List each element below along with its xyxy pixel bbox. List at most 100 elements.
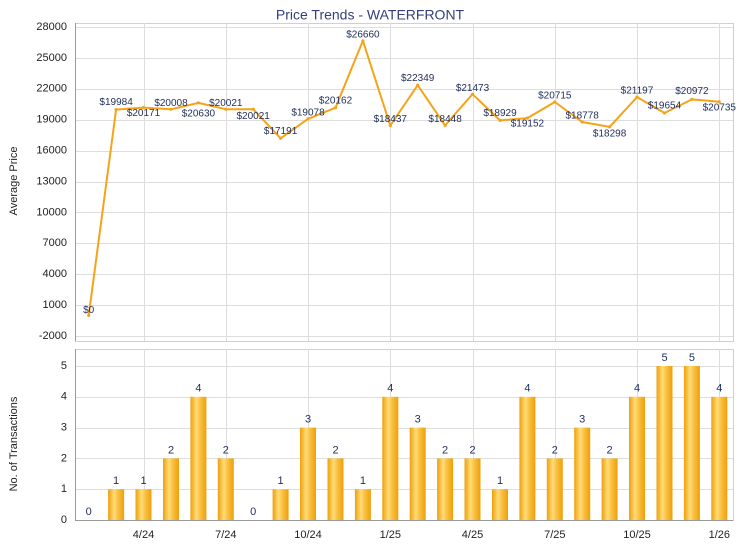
price-point — [580, 120, 584, 124]
price-data-label: $18298 — [593, 129, 627, 140]
price-tick-label: 25000 — [36, 52, 67, 64]
transaction-bar — [683, 366, 700, 520]
price-tick-label: 19000 — [36, 114, 67, 126]
bar-value-label: 4 — [716, 383, 722, 395]
price-data-label: $22349 — [401, 73, 435, 84]
transaction-bar — [519, 396, 536, 520]
transaction-bar — [300, 427, 316, 520]
bar-value-label: 1 — [278, 475, 284, 487]
transactions-axis-title: No. of Transactions — [8, 396, 20, 491]
bar-value-label: 2 — [168, 444, 174, 456]
bar-value-label: 2 — [552, 444, 558, 456]
transactions-tick-label: 2 — [61, 452, 67, 464]
price-data-label: $18448 — [428, 114, 462, 125]
bar-value-label: 4 — [195, 383, 201, 395]
bar-value-label: 2 — [223, 444, 229, 456]
price-data-label: $20735 — [703, 102, 737, 113]
price-data-label: $17191 — [264, 126, 298, 137]
price-data-label: $20021 — [237, 111, 271, 122]
price-tick-label: 22000 — [36, 83, 67, 95]
transaction-bar — [327, 458, 344, 520]
bar-value-label: 2 — [607, 444, 613, 456]
bar-value-label: 0 — [86, 506, 92, 518]
transaction-bar — [437, 458, 454, 520]
price-tick-label: 28000 — [36, 21, 67, 33]
transactions-tick-label: 0 — [61, 514, 67, 526]
transaction-bar — [629, 396, 645, 520]
transaction-bar — [546, 458, 563, 520]
price-data-label: $18437 — [374, 114, 408, 125]
transaction-bar — [409, 427, 426, 520]
transaction-bar — [464, 458, 481, 520]
price-point — [333, 106, 338, 110]
price-data-label: $19078 — [291, 108, 325, 119]
price-point — [416, 83, 420, 87]
price-axis-title: Average Price — [8, 147, 20, 216]
x-tick-label: 1/26 — [709, 529, 730, 541]
transactions-tick-label: 5 — [61, 360, 67, 372]
transactions-plot-area — [75, 349, 734, 521]
price-point — [525, 116, 530, 120]
price-tick-label: -2000 — [39, 330, 67, 342]
bar-value-label: 4 — [634, 383, 640, 395]
price-point — [498, 118, 502, 122]
bar-value-label: 1 — [360, 475, 366, 487]
transaction-bar — [190, 396, 207, 520]
transaction-bar — [135, 489, 152, 520]
transactions-tick-label: 1 — [61, 483, 67, 495]
price-point — [635, 95, 639, 99]
price-data-label: $18778 — [566, 111, 600, 122]
bar-value-label: 5 — [661, 352, 667, 364]
price-series-line — [87, 39, 720, 316]
price-point — [141, 106, 146, 110]
price-point — [279, 136, 283, 140]
price-point — [87, 313, 91, 317]
price-tick-label: 4000 — [43, 268, 67, 280]
transaction-bar — [711, 396, 728, 520]
price-point — [251, 107, 255, 111]
price-point — [553, 100, 557, 104]
price-panel: 28000 25000 22000 19000 16000 13000 10000 7000 4… — [36, 21, 736, 342]
price-data-label: $26660 — [346, 29, 380, 40]
price-tick-label: 1000 — [43, 299, 67, 311]
price-data-label: $20630 — [182, 109, 216, 120]
bar-value-label: 1 — [140, 475, 146, 487]
price-tick-label: 7000 — [43, 237, 67, 249]
price-data-label: $20008 — [154, 98, 188, 109]
price-data-label: $18929 — [483, 108, 517, 119]
price-data-label: $0 — [83, 305, 95, 316]
transaction-bar — [163, 458, 179, 520]
x-tick-label: 1/25 — [380, 529, 401, 541]
bar-value-label: 5 — [689, 352, 695, 364]
transaction-bar — [656, 366, 673, 520]
price-data-label: $20171 — [127, 108, 161, 119]
price-point — [470, 92, 475, 96]
price-point — [196, 101, 200, 105]
bar-value-label: 3 — [579, 414, 585, 426]
bar-value-label: 4 — [524, 383, 530, 395]
price-data-label: $21473 — [456, 83, 490, 94]
bar-value-label: 2 — [332, 444, 338, 456]
transaction-bar — [574, 427, 591, 520]
price-data-label: $20162 — [319, 95, 353, 106]
bar-value-label: 3 — [415, 414, 421, 426]
price-point — [114, 108, 118, 112]
price-point — [388, 123, 392, 128]
x-tick-label: 10/25 — [623, 529, 651, 541]
bar-value-label: 2 — [442, 444, 448, 456]
transaction-bar — [492, 489, 508, 520]
price-data-label: $19152 — [511, 119, 545, 130]
bar-value-label: 0 — [250, 506, 256, 518]
price-tick-label: 10000 — [36, 206, 67, 218]
price-data-label: $19984 — [99, 97, 133, 108]
transactions-tick-label: 4 — [61, 391, 67, 403]
price-data-label: $19654 — [648, 101, 682, 112]
bar-value-label: 3 — [305, 414, 311, 426]
transaction-bar — [354, 489, 371, 520]
transaction-bar — [272, 489, 289, 520]
price-point — [443, 123, 447, 127]
price-data-label: $20021 — [209, 98, 243, 109]
price-data-label: $20972 — [675, 86, 709, 97]
price-point — [361, 39, 365, 43]
